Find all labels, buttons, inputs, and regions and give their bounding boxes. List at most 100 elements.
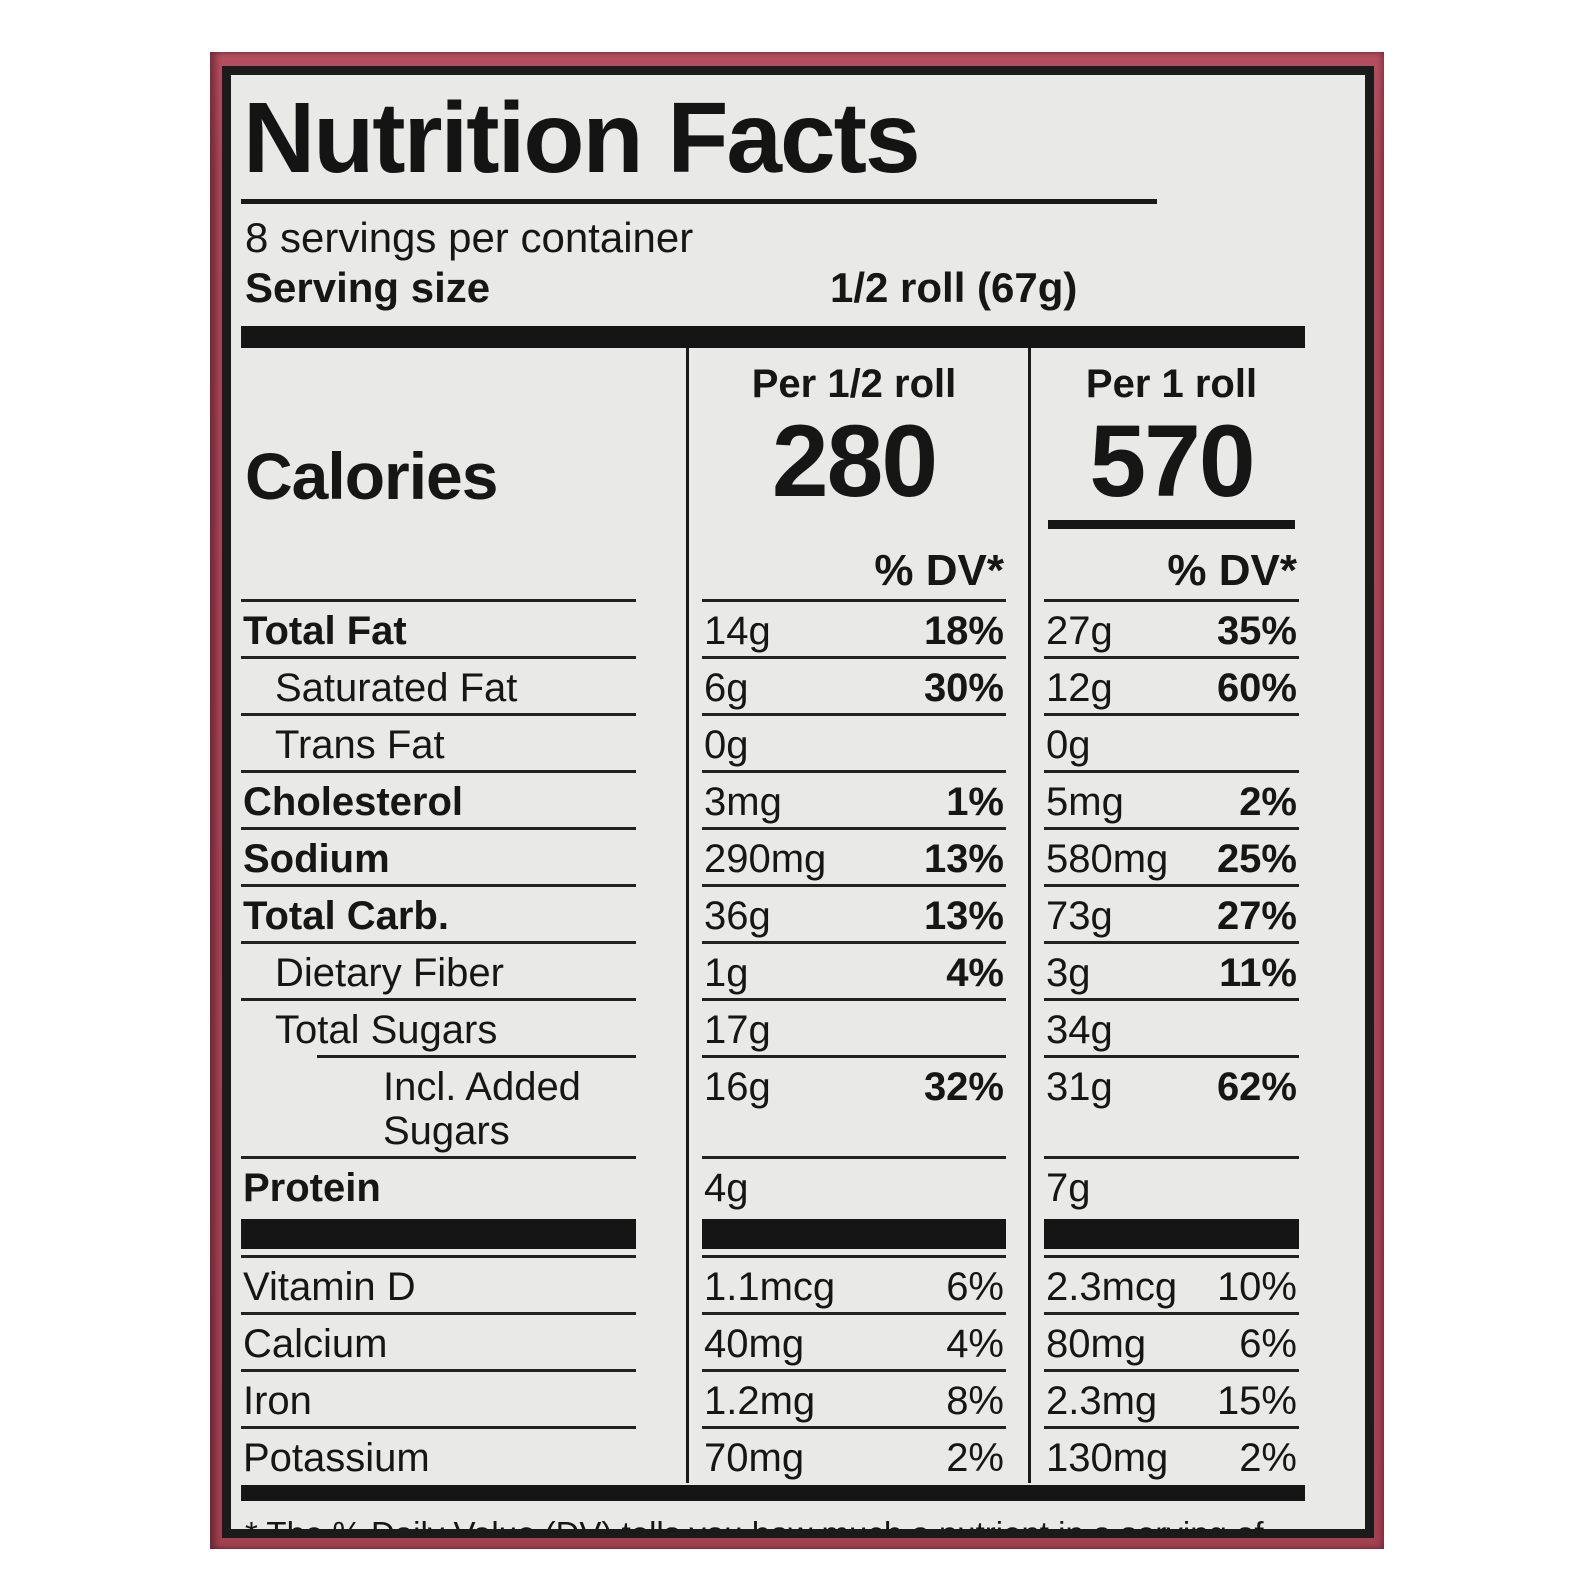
mid-bar-left bbox=[241, 1219, 636, 1249]
dv-one-roll: 2% bbox=[1239, 1436, 1297, 1480]
amount-one-roll: 5mg bbox=[1046, 780, 1124, 824]
column-header-row: Per 1/2 roll Per 1 roll bbox=[241, 348, 1305, 410]
row-dietary-fiber: Dietary Fiber 1g 4% 3g 11% bbox=[241, 941, 1305, 998]
nutrient-label: Total Fat bbox=[243, 609, 407, 653]
calories-underline bbox=[1048, 520, 1295, 529]
amount-half-roll: 4g bbox=[704, 1166, 749, 1210]
nutrient-label: Iron bbox=[243, 1379, 312, 1423]
dv-half-roll: 32% bbox=[923, 1065, 1004, 1109]
amount-half-roll: 1.2mg bbox=[704, 1379, 816, 1423]
nutrient-label: Protein bbox=[243, 1166, 381, 1210]
dv-one-roll: 62% bbox=[1216, 1065, 1297, 1109]
nutrient-label: Total Sugars bbox=[275, 1008, 498, 1052]
row-total-carb: Total Carb. 36g 13% 73g 27% bbox=[241, 884, 1305, 941]
row-trans-fat: Trans Fat 0g 0g bbox=[241, 713, 1305, 770]
amount-half-roll: 290mg bbox=[704, 837, 827, 881]
row-calcium: Calcium 40mg 4% 80mg 6% bbox=[241, 1312, 1305, 1369]
nutrient-rows: Total Fat 14g 18% 27g 35% Saturated Fat … bbox=[241, 599, 1305, 1213]
amount-half-roll: 36g bbox=[704, 894, 771, 938]
row-total-sugars: Total Sugars 17g 34g bbox=[241, 998, 1305, 1055]
amount-half-roll: 6g bbox=[704, 666, 749, 710]
nutrient-label: Trans Fat bbox=[275, 723, 445, 767]
amount-half-roll: 16g bbox=[704, 1065, 771, 1109]
dv-one-roll: 10% bbox=[1216, 1265, 1297, 1309]
mid-bar-center bbox=[702, 1219, 1006, 1249]
nutrition-facts-label: Nutrition Facts 8 servings per container… bbox=[222, 66, 1374, 1538]
nutrient-label: Sodium bbox=[243, 837, 390, 881]
nutrient-label: Potassium bbox=[243, 1436, 430, 1480]
dv-header-half-roll: % DV* bbox=[874, 546, 1004, 595]
amount-one-roll: 7g bbox=[1046, 1166, 1091, 1210]
column-divider-left bbox=[686, 348, 689, 1483]
nutrient-label: Saturated Fat bbox=[275, 666, 518, 710]
servings-per-container: 8 servings per container bbox=[245, 214, 694, 261]
serving-size-row: Serving size 1/2 roll (67g) bbox=[245, 264, 1305, 314]
nutrient-label: Calcium bbox=[243, 1322, 388, 1366]
row-vitamin-d: Vitamin D 1.1mcg 6% 2.3mcg 10% bbox=[241, 1255, 1305, 1312]
column-header-half-roll: Per 1/2 roll bbox=[751, 362, 957, 406]
daily-value-header-row: % DV* % DV* bbox=[241, 532, 1305, 599]
dv-half-roll: 13% bbox=[923, 894, 1004, 938]
dv-half-roll: 6% bbox=[946, 1265, 1004, 1309]
row-sodium: Sodium 290mg 13% 580mg 25% bbox=[241, 827, 1305, 884]
dv-half-roll: 18% bbox=[923, 609, 1004, 653]
amount-one-roll: 3g bbox=[1046, 951, 1091, 995]
serving-size-value: 1/2 roll (67g) bbox=[830, 264, 1078, 311]
amount-one-roll: 12g bbox=[1046, 666, 1113, 710]
dv-half-roll: 13% bbox=[923, 837, 1004, 881]
mid-divider-bar-row bbox=[241, 1213, 1305, 1255]
amount-one-roll: 2.3mg bbox=[1046, 1379, 1158, 1423]
serving-size-label: Serving size bbox=[245, 264, 491, 311]
dv-one-roll: 35% bbox=[1216, 609, 1297, 653]
footnote-line-1: * The % Daily Value (DV) tells you how m… bbox=[245, 1515, 1264, 1538]
amount-half-roll: 14g bbox=[704, 609, 771, 653]
column-divider-right bbox=[1028, 348, 1031, 1483]
amount-one-roll: 130mg bbox=[1046, 1436, 1169, 1480]
dv-one-roll: 27% bbox=[1216, 894, 1297, 938]
row-cholesterol: Cholesterol 3mg 1% 5mg 2% bbox=[241, 770, 1305, 827]
amount-half-roll: 17g bbox=[704, 1008, 771, 1052]
nutrient-label: Cholesterol bbox=[243, 780, 464, 824]
vitamin-rows: Vitamin D 1.1mcg 6% 2.3mcg 10% Calcium 4… bbox=[241, 1255, 1305, 1483]
dv-half-roll: 8% bbox=[946, 1379, 1004, 1423]
column-header-one-roll: Per 1 roll bbox=[1085, 362, 1258, 406]
amount-half-roll: 3mg bbox=[704, 780, 782, 824]
amount-half-roll: 70mg bbox=[704, 1436, 805, 1480]
dv-half-roll: 1% bbox=[946, 780, 1004, 824]
nutrition-facts-title: Nutrition Facts bbox=[241, 88, 1157, 204]
amount-one-roll: 31g bbox=[1046, 1065, 1113, 1109]
amount-half-roll: 40mg bbox=[704, 1322, 805, 1366]
row-total-fat: Total Fat 14g 18% 27g 35% bbox=[241, 599, 1305, 656]
dv-one-roll: 6% bbox=[1239, 1322, 1297, 1366]
bottom-divider-bar bbox=[241, 1485, 1305, 1501]
dv-one-roll: 11% bbox=[1219, 951, 1297, 995]
row-potassium: Potassium 70mg 2% 130mg 2% bbox=[241, 1426, 1305, 1483]
row-saturated-fat: Saturated Fat 6g 30% 12g 60% bbox=[241, 656, 1305, 713]
row-protein: Protein 4g 7g bbox=[241, 1156, 1305, 1213]
amount-one-roll: 2.3mcg bbox=[1046, 1265, 1178, 1309]
calories-value-one-roll: 570 bbox=[1089, 404, 1255, 518]
amount-half-roll: 0g bbox=[704, 723, 749, 767]
footnote: * The % Daily Value (DV) tells you how m… bbox=[241, 1501, 1305, 1538]
dv-header-one-roll: % DV* bbox=[1167, 546, 1297, 595]
mid-bar-right bbox=[1044, 1219, 1299, 1249]
row-iron: Iron 1.2mg 8% 2.3mg 15% bbox=[241, 1369, 1305, 1426]
amount-one-roll: 0g bbox=[1046, 723, 1091, 767]
dv-half-roll: 2% bbox=[946, 1436, 1004, 1480]
nutrient-label: Dietary Fiber bbox=[275, 951, 504, 995]
top-divider-bar bbox=[241, 326, 1305, 348]
amount-one-roll: 80mg bbox=[1046, 1322, 1147, 1366]
dv-half-roll: 30% bbox=[923, 666, 1004, 710]
amount-one-roll: 73g bbox=[1046, 894, 1113, 938]
facts-table: Per 1/2 roll Per 1 roll Calories 280 570… bbox=[241, 348, 1305, 1483]
dv-one-roll: 60% bbox=[1216, 666, 1297, 710]
dv-one-roll: 15% bbox=[1216, 1379, 1297, 1423]
label-content: Nutrition Facts 8 servings per container… bbox=[241, 88, 1305, 1538]
nutrient-label: Vitamin D bbox=[243, 1265, 416, 1309]
row-incl-added-sugars: Incl. Added Sugars 16g 32% 31g 62% bbox=[241, 1055, 1305, 1156]
nutrient-label: Incl. Added Sugars bbox=[383, 1065, 581, 1153]
amount-half-roll: 1g bbox=[704, 951, 749, 995]
dv-one-roll: 25% bbox=[1216, 837, 1297, 881]
calories-row: Calories 280 570 bbox=[241, 410, 1305, 532]
